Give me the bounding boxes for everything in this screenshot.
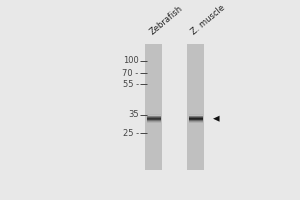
Bar (147, 122, 161, 123)
Bar (147, 118, 161, 119)
Bar (189, 117, 202, 118)
Text: 35: 35 (128, 110, 139, 119)
Bar (147, 114, 161, 115)
Bar (189, 120, 202, 121)
Polygon shape (213, 116, 220, 122)
Text: 70 -: 70 - (122, 69, 139, 78)
Bar (189, 119, 202, 120)
Bar (147, 119, 161, 120)
Bar (189, 116, 202, 117)
Text: 55 -: 55 - (122, 80, 139, 89)
Bar (145, 44, 163, 170)
Bar (147, 117, 161, 118)
Text: Zebrafish: Zebrafish (148, 4, 184, 36)
Text: 25 -: 25 - (122, 129, 139, 138)
Bar (147, 120, 161, 121)
Bar (147, 121, 161, 122)
Bar (147, 116, 161, 117)
Bar (187, 44, 204, 170)
Bar (189, 118, 202, 119)
Bar (189, 121, 202, 122)
Bar (189, 114, 202, 115)
Bar (189, 122, 202, 123)
Text: Z. muscle: Z. muscle (190, 3, 227, 36)
Text: 100: 100 (123, 56, 139, 65)
